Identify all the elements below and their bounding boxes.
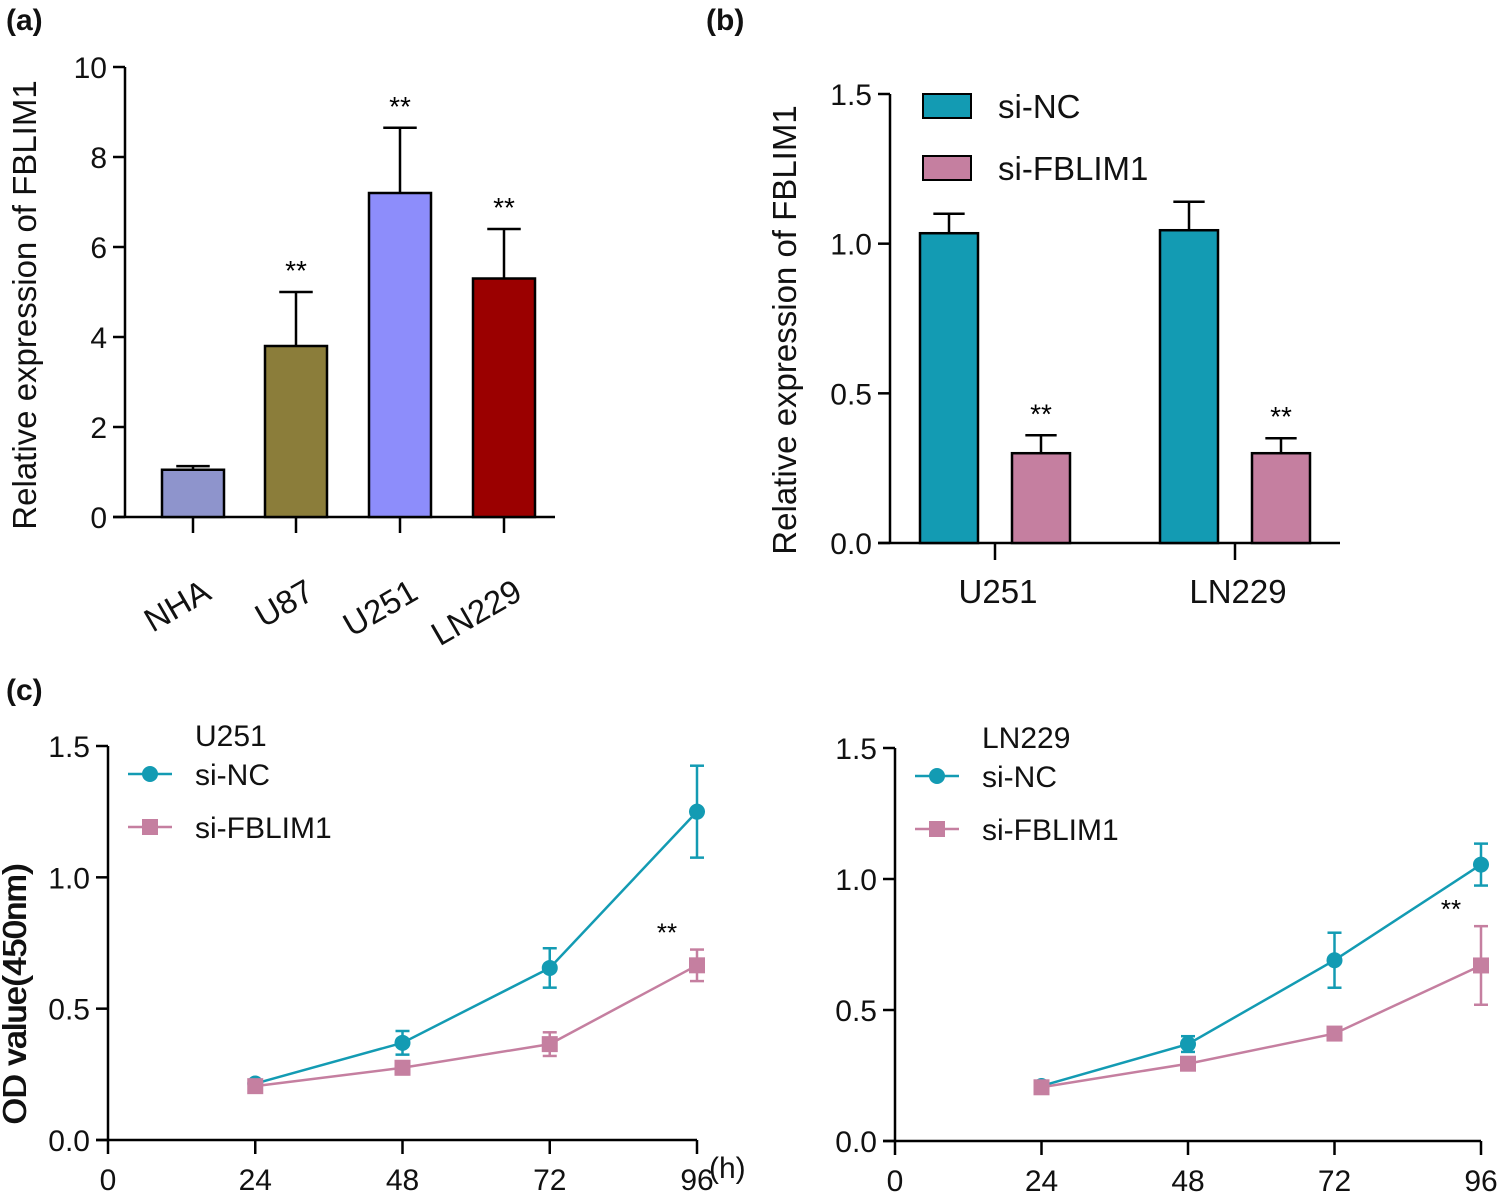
significance-marker: ** <box>493 192 515 223</box>
series-line-si-NC <box>254 810 698 1085</box>
y-axis-label: OD value(450nm) <box>0 864 33 1124</box>
data-point <box>1326 1025 1343 1042</box>
y-tick-label: 4 <box>90 322 107 355</box>
data-point <box>1473 957 1489 974</box>
chart-b: 0.0 0.5 1.0 1.5 Relative expression of FBLIM… <box>766 79 1340 610</box>
significance-marker: ** <box>389 91 411 122</box>
data-point <box>394 1034 411 1051</box>
y-tick-label: 0.5 <box>835 995 877 1028</box>
legend-label: si-NC <box>195 759 270 792</box>
legend-label: si-FBLIM1 <box>195 812 332 845</box>
data-point <box>247 1078 264 1095</box>
panel-label-c: (c) <box>6 674 43 707</box>
chart-c-ln229: 0.0 0.5 1.0 1.5 OD value(450nm) 0 24 48 72 96 LN22… <box>0 722 1498 1193</box>
x-tick-label: 72 <box>533 1164 566 1193</box>
x-tick-label: U251 <box>337 572 424 643</box>
chart-a: 0 2 4 6 8 10 Relative expression of FBLIM1 NHA *… <box>6 52 555 653</box>
series-line-si-FBLIM1 <box>255 964 698 1088</box>
significance-marker: ** <box>1270 401 1292 432</box>
data-point <box>689 803 705 820</box>
legend-marker <box>929 821 945 837</box>
bar <box>160 468 226 519</box>
y-tick-label: 10 <box>74 52 107 85</box>
significance-marker: ** <box>285 255 307 286</box>
legend-swatch <box>922 93 972 119</box>
legend-marker <box>142 766 158 782</box>
y-tick-label: 0.0 <box>835 1126 877 1159</box>
y-tick-label: 1.5 <box>48 731 90 764</box>
legend-swatch <box>922 155 972 181</box>
bar <box>263 344 329 519</box>
legend-label: si-FBLIM1 <box>982 814 1119 847</box>
y-tick-label: 1.0 <box>830 229 872 262</box>
bar <box>471 277 537 519</box>
y-axis-label: Relative expression of FBLIM1 <box>6 80 43 529</box>
x-tick-label: LN229 <box>1189 573 1286 610</box>
data-point <box>1473 856 1489 873</box>
x-tick-label: 96 <box>1464 1165 1497 1193</box>
significance-marker: ** <box>1030 398 1052 429</box>
y-tick-label: 0.0 <box>830 528 872 561</box>
data-point <box>1033 1079 1050 1096</box>
y-tick-label: 0 <box>90 502 107 535</box>
bar <box>1010 451 1072 545</box>
data-point <box>1180 1055 1196 1072</box>
data-point <box>689 957 705 974</box>
x-tick-label: 72 <box>1318 1165 1351 1193</box>
significance-marker: ** <box>1441 894 1461 924</box>
chart-title: U251 <box>195 720 267 753</box>
series-line-si-FBLIM1 <box>1041 964 1482 1089</box>
x-tick-label: 96 <box>680 1164 713 1193</box>
bar <box>1158 228 1220 545</box>
chart-title: LN229 <box>982 722 1070 755</box>
y-tick-label: 1.0 <box>48 862 90 895</box>
x-tick-label: 0 <box>100 1164 117 1193</box>
bar <box>367 191 433 519</box>
legend-label: si-FBLIM1 <box>998 150 1148 187</box>
y-tick-label: 1.0 <box>835 864 877 897</box>
data-point <box>1326 952 1343 969</box>
y-tick-label: 0.5 <box>830 378 872 411</box>
x-tick-label: U87 <box>249 572 320 634</box>
y-axis-label: Relative expression of FBLIM1 <box>766 105 803 554</box>
x-tick-label: 24 <box>1025 1165 1058 1193</box>
chart-c-u251: 0.0 0.5 1.0 1.5 OD value(450nm) 0 24 48 72 96(h) U… <box>0 720 746 1193</box>
legend-marker <box>929 768 945 784</box>
data-point <box>541 1036 558 1053</box>
x-tick-label: 48 <box>386 1164 419 1193</box>
y-axis-label: OD value(450nm) <box>0 863 33 1123</box>
x-tick-label: 0 <box>887 1165 904 1193</box>
significance-marker: ** <box>657 918 677 948</box>
y-tick-label: 8 <box>90 142 107 175</box>
data-point <box>541 959 558 976</box>
y-tick-label: 0.5 <box>48 994 90 1027</box>
panel-label-b: (b) <box>706 4 744 37</box>
x-tick-label: 48 <box>1171 1165 1204 1193</box>
legend-marker <box>142 819 158 835</box>
y-tick-label: 0.0 <box>48 1125 90 1158</box>
legend-label: si-NC <box>998 88 1080 125</box>
bar <box>918 231 980 545</box>
legend-label: si-NC <box>982 761 1057 794</box>
y-tick-label: 2 <box>90 412 107 445</box>
y-tick-label: 1.5 <box>835 733 877 766</box>
bar <box>1250 451 1312 545</box>
x-tick-label: 24 <box>239 1164 272 1193</box>
x-tick-label: LN229 <box>425 572 528 653</box>
x-unit-label: (h) <box>709 1152 746 1185</box>
data-point <box>1180 1036 1196 1053</box>
panel-label-a: (a) <box>6 4 43 37</box>
data-point <box>394 1059 411 1076</box>
x-tick-label: U251 <box>959 573 1038 610</box>
x-tick-label: NHA <box>138 572 217 639</box>
y-tick-label: 6 <box>90 232 107 265</box>
y-tick-label: 1.5 <box>830 79 872 112</box>
series-line-si-NC <box>1041 863 1482 1088</box>
